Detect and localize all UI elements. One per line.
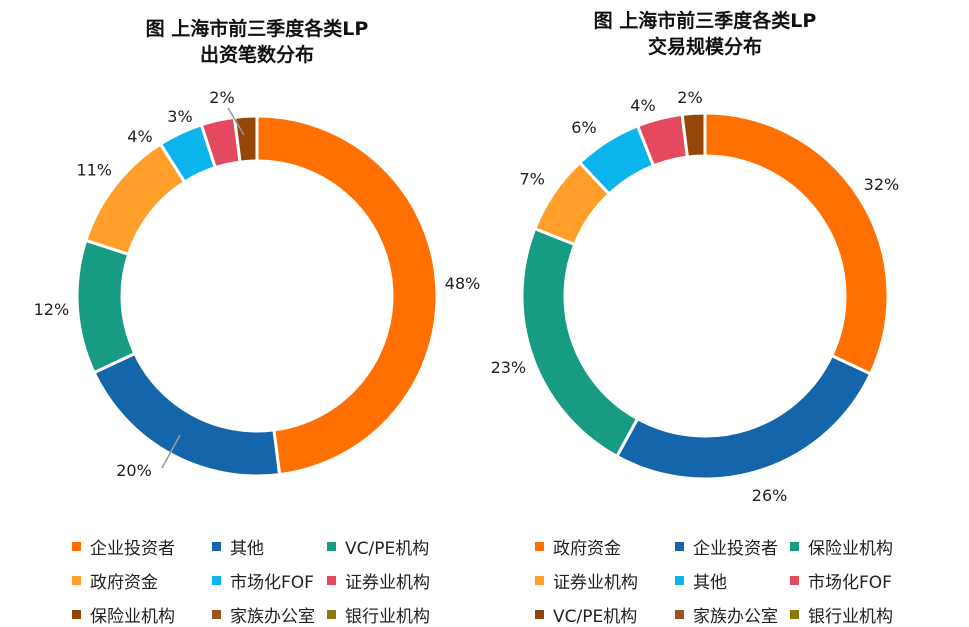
legend-swatch [675,576,684,585]
legend-swatch [212,610,221,619]
legend-swatch [675,610,684,619]
legend-swatch [790,576,799,585]
legend-label: 银行业机构 [808,607,893,627]
legend-item: 家族办公室 [675,602,790,627]
data-label: 23% [491,358,527,377]
legend-item: 保险业机构 [790,534,920,559]
data-label: 26% [752,486,788,505]
legend-item: 证券业机构 [535,568,675,593]
legend-swatch [72,542,81,551]
donut-slice-VC/PE机构 [75,238,137,375]
legend-label: 其他 [230,539,264,559]
legend-swatch [535,542,544,551]
legend-item: 保险业机构 [72,602,212,627]
data-label: 32% [864,175,900,194]
left-title-line1: 图 上海市前三季度各类LP [145,18,369,40]
data-label: 4% [630,96,655,115]
legend-item: 银行业机构 [327,602,457,627]
leader-line [161,434,181,469]
data-label: 2% [209,88,234,107]
data-label: 4% [127,127,152,146]
legend-swatch [212,542,221,551]
legend-label: 企业投资者 [90,539,175,559]
legend-label: 证券业机构 [345,573,430,593]
left-title-line2: 出资笔数分布 [199,44,314,66]
legend-label: 其他 [693,573,727,593]
legend-swatch [675,542,684,551]
donut-slice-企业投资者 [614,353,873,481]
legend-label: 政府资金 [90,573,158,593]
legend-label: 银行业机构 [345,607,430,627]
legend-item: 其他 [212,534,327,559]
legend-swatch [535,576,544,585]
legend-item: 市场化FOF [790,568,920,593]
legend-swatch [790,542,799,551]
legend-item: 政府资金 [72,568,212,593]
legend-swatch [790,610,799,619]
legend-label: VC/PE机构 [345,539,430,559]
legend-item: 企业投资者 [72,534,212,559]
legend-label: 政府资金 [553,539,621,559]
legend-swatch [327,542,336,551]
legend-item: 其他 [675,568,790,593]
legend-item: VC/PE机构 [535,602,675,627]
data-label: 20% [116,461,152,480]
left-chart-title: 图 上海市前三季度各类LP 出资笔数分布 [77,16,437,68]
legend-item: 证券业机构 [327,568,457,593]
right-title-line2: 交易规模分布 [647,36,762,58]
donut-slice-政府资金 [703,111,890,376]
legend-label: 市场化FOF [230,573,314,593]
legend-label: 家族办公室 [230,607,315,627]
legend-item: 市场化FOF [212,568,327,593]
data-label: 48% [445,274,481,293]
legend-swatch [535,610,544,619]
data-label: 11% [76,161,112,180]
legend-item: 企业投资者 [675,534,790,559]
right-chart-title: 图 上海市前三季度各类LP 交易规模分布 [525,8,885,60]
legend-swatch [212,576,221,585]
legend-label: 企业投资者 [693,539,778,559]
legend-swatch [327,576,336,585]
leader-line [227,107,245,136]
right-title-line1: 图 上海市前三季度各类LP [593,10,817,32]
legend-label: 证券业机构 [553,573,638,593]
legend-item: 家族办公室 [212,602,327,627]
donut-slice-保险业机构 [520,226,640,459]
legend-label: VC/PE机构 [553,607,638,627]
legend-item: VC/PE机构 [327,534,457,559]
legend-label: 保险业机构 [808,539,893,559]
legend-item: 银行业机构 [790,602,920,627]
legend-label: 保险业机构 [90,607,175,627]
data-label: 3% [167,107,192,126]
legend-swatch [327,610,336,619]
legend-swatch [72,576,81,585]
data-label: 12% [34,300,70,319]
data-label: 7% [519,170,544,189]
data-label: 2% [677,88,702,107]
donut-slice-保险业机构 [232,114,259,164]
legend-label: 市场化FOF [808,573,892,593]
data-label: 6% [571,118,596,137]
legend-item: 政府资金 [535,534,675,559]
donut-slice-VC/PE机构 [680,111,707,159]
left-legend: 企业投资者 其他 VC/PE机构政府资金 市场化FOF 证券业机构保险业机构 家族办公室 银… [72,534,457,627]
right-legend: 政府资金 企业投资者 保险业机构证券业机构 其他 市场化FOF VC/PE机构 家族办公室 银… [535,534,920,627]
donut-slice-其他 [92,351,282,478]
legend-swatch [72,610,81,619]
donut-slice-企业投资者 [255,114,439,477]
legend-label: 家族办公室 [693,607,778,627]
